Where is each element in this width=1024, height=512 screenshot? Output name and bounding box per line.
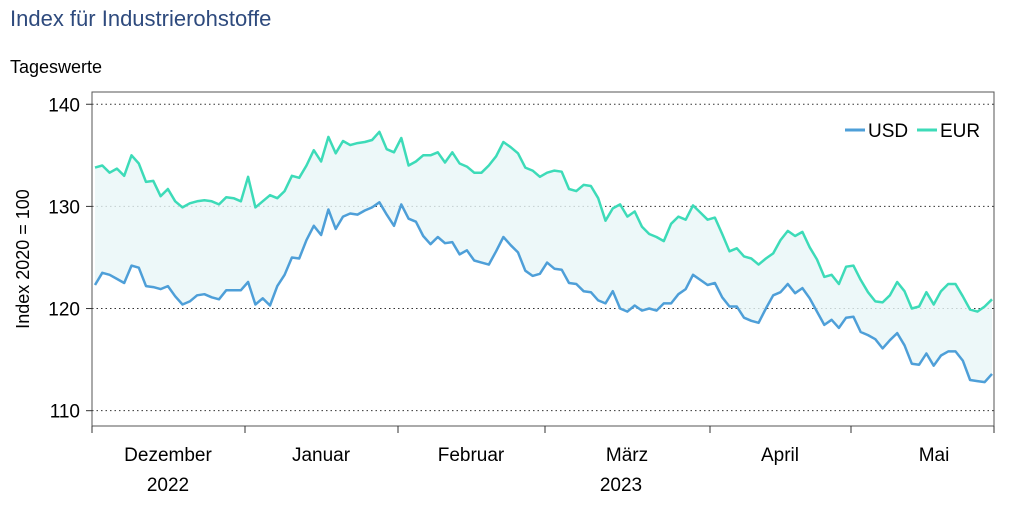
plot-frame: [91, 91, 995, 427]
y-axis: 110 120 130 140: [48, 95, 92, 423]
x-axis: Dezember Januar Februar März April Mai 2022 202…: [91, 426, 995, 496]
chart-title: Index für Industrierohstoffe: [10, 6, 272, 31]
y-tick-label: 140: [48, 95, 80, 116]
series-lines: [93, 130, 993, 384]
x-year-label: 2022: [147, 475, 189, 496]
usd-eur-band-area: [95, 131, 992, 383]
y-axis-label: Index 2020 = 100: [13, 189, 33, 329]
legend-label-usd: USD: [868, 121, 908, 142]
x-month-label: Februar: [438, 445, 505, 466]
chart-subtitle: Tageswerte: [10, 57, 103, 77]
y-tick-label: 130: [48, 197, 80, 218]
x-month-label: Mai: [919, 445, 950, 466]
x-year-label: 2023: [600, 475, 642, 496]
series-line-usd: [93, 201, 993, 384]
y-tick-label: 110: [50, 402, 80, 423]
legend: USD EUR: [845, 121, 980, 142]
x-month-label: Januar: [292, 445, 351, 466]
series-line-eur: [94, 130, 993, 313]
legend-label-eur: EUR: [940, 121, 980, 142]
x-month-label: März: [606, 445, 648, 466]
y-tick-label: 120: [48, 300, 80, 321]
x-month-label: Dezember: [124, 445, 212, 466]
x-month-label: April: [761, 445, 799, 466]
